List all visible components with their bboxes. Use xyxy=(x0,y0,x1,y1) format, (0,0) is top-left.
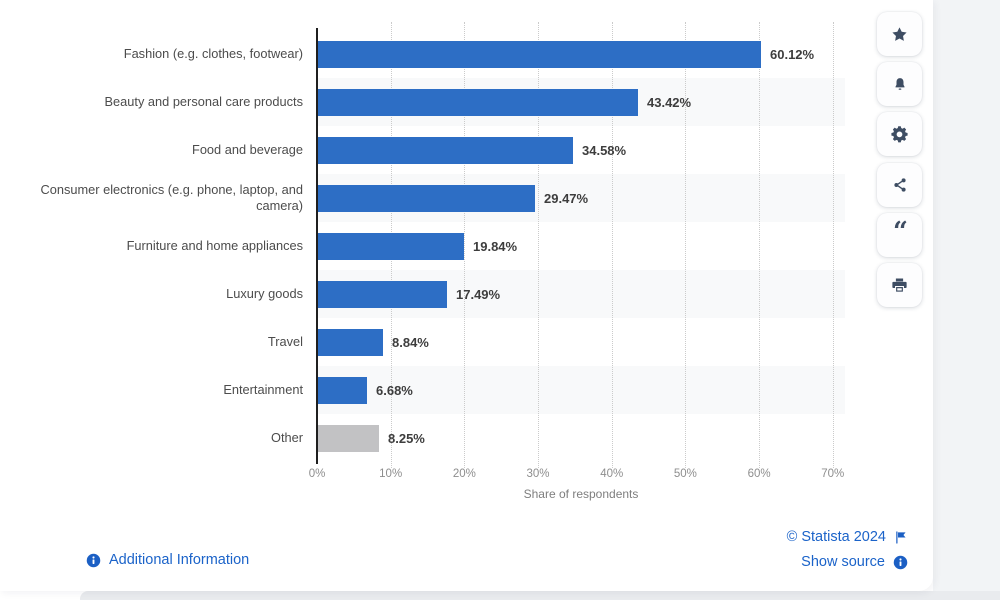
gridline xyxy=(538,22,540,468)
gridline xyxy=(685,22,687,468)
show-source-label[interactable]: Show source xyxy=(801,554,885,570)
next-section-edge xyxy=(80,591,1000,600)
show-source-link[interactable]: Show source xyxy=(801,554,908,570)
value-label: 6.68% xyxy=(376,382,413,398)
x-tick-label: 50% xyxy=(673,468,697,480)
info-icon xyxy=(86,553,101,567)
page-background-strip xyxy=(933,0,1000,600)
quote-icon: “ xyxy=(893,217,908,247)
share-button[interactable] xyxy=(877,163,922,207)
settings-button[interactable] xyxy=(877,112,922,156)
additional-information-link[interactable]: Additional Information xyxy=(86,552,249,568)
x-tick-label: 70% xyxy=(821,468,845,480)
x-tick-label: 60% xyxy=(747,468,771,480)
bar[interactable] xyxy=(318,232,464,260)
info-icon xyxy=(893,555,908,569)
notifications-button[interactable] xyxy=(877,62,922,106)
x-tick-label: 30% xyxy=(526,468,550,480)
x-axis-title: Share of respondents xyxy=(523,487,639,501)
value-label: 8.25% xyxy=(388,430,425,446)
printer-icon xyxy=(891,277,908,294)
row-band xyxy=(317,366,845,414)
value-label: 8.84% xyxy=(392,334,429,350)
additional-information-label[interactable]: Additional Information xyxy=(109,552,250,568)
category-label: Luxury goods xyxy=(226,286,303,301)
print-button[interactable] xyxy=(877,263,922,307)
value-label: 60.12% xyxy=(770,46,815,62)
y-axis-line xyxy=(316,28,318,464)
bell-icon xyxy=(892,76,908,93)
gridline xyxy=(759,22,761,468)
statista-copyright[interactable]: © Statista 2024 xyxy=(787,529,908,545)
value-label: 29.47% xyxy=(544,190,589,206)
category-label: Entertainment xyxy=(223,382,303,397)
gridline xyxy=(832,22,834,468)
value-label: 43.42% xyxy=(647,94,692,110)
share-icon xyxy=(892,177,908,193)
category-label: Travel xyxy=(267,334,303,349)
gridline xyxy=(611,22,613,468)
category-label: Other xyxy=(270,430,303,445)
gridline xyxy=(464,22,466,468)
x-tick-label: 20% xyxy=(452,468,476,480)
plot-area: Fashion (e.g. clothes, footwear) Beauty a… xyxy=(40,22,845,480)
bar[interactable] xyxy=(318,40,761,68)
chart-card: Fashion (e.g. clothes, footwear) Beauty a… xyxy=(40,12,922,570)
category-label: Furniture and home appliances xyxy=(126,238,303,253)
value-label: 34.58% xyxy=(582,142,627,158)
x-tick-label: 10% xyxy=(379,468,403,480)
category-label: Fashion (e.g. clothes, footwear) xyxy=(123,46,303,61)
bar[interactable] xyxy=(318,136,573,164)
category-label: Food and beverage xyxy=(192,142,303,157)
cite-button[interactable]: “ xyxy=(877,213,922,257)
bar[interactable] xyxy=(318,88,638,116)
value-label: 19.84% xyxy=(473,238,518,254)
value-label: 17.49% xyxy=(456,286,501,302)
category-label: Consumer electronics (e.g. phone, laptop… xyxy=(40,182,304,213)
favorite-button[interactable] xyxy=(877,12,922,56)
bar[interactable] xyxy=(318,184,535,212)
gear-icon xyxy=(891,125,908,143)
star-icon xyxy=(891,26,908,43)
copyright-label[interactable]: © Statista 2024 xyxy=(786,529,886,545)
bar[interactable] xyxy=(318,328,383,356)
x-tick-label: 40% xyxy=(600,468,624,480)
bar[interactable] xyxy=(318,376,367,404)
category-label: Beauty and personal care products xyxy=(104,94,303,109)
bar[interactable] xyxy=(318,424,379,452)
bar[interactable] xyxy=(318,280,447,308)
flag-icon xyxy=(896,530,906,544)
x-tick-label: 0% xyxy=(308,468,326,480)
